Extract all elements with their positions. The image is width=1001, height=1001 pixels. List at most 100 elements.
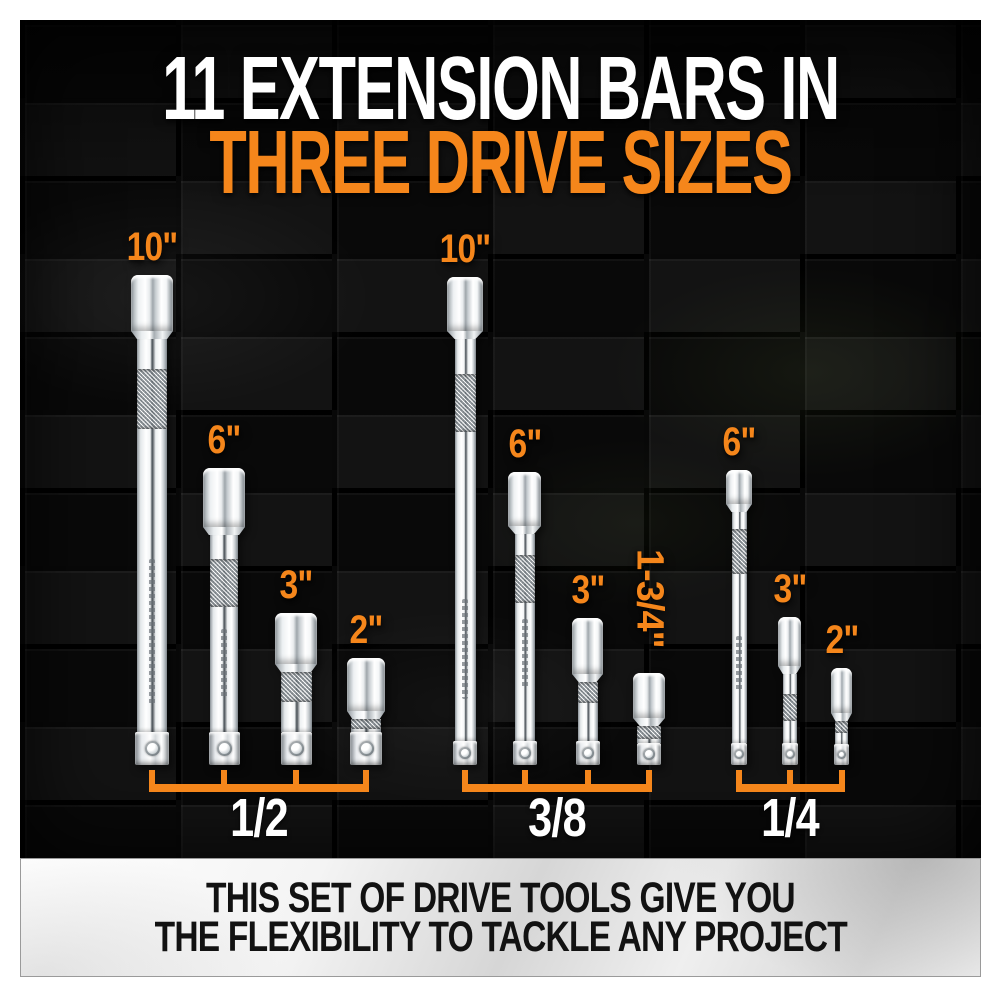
- head-taper: [203, 527, 245, 535]
- square-drive-tip: [575, 741, 600, 765]
- square-drive-tip: [453, 741, 477, 765]
- bracket-threeeighths-drive: [462, 770, 652, 792]
- bar-size-label: 10": [126, 225, 179, 269]
- extension-bar-threeeighths-3in: 3": [571, 570, 605, 765]
- socket-head: [347, 658, 385, 712]
- bracket-tick: [149, 770, 155, 792]
- drive-size-label-threeeighths: 3/8: [528, 788, 586, 848]
- square-drive-tip: [135, 732, 169, 765]
- socket-head: [508, 472, 541, 527]
- bar-size-label: 3": [571, 568, 605, 612]
- ball-detent: [288, 741, 304, 756]
- bracket-tick: [646, 770, 652, 792]
- head-taper: [347, 711, 385, 719]
- ball-detent: [358, 741, 374, 756]
- bar-shaft: [782, 674, 797, 743]
- bracket-tick: [462, 770, 468, 792]
- bar-shaft: [454, 339, 476, 741]
- bar-shaft: [280, 672, 312, 732]
- bar-size-label-vertical: 1-3/4": [628, 549, 671, 648]
- square-drive-tip: [781, 743, 798, 765]
- socket-head: [131, 275, 173, 332]
- socket-head: [633, 673, 665, 719]
- bar-shaft: [637, 726, 661, 743]
- ball-detent: [144, 741, 160, 756]
- ball-detent: [216, 741, 232, 756]
- knurl-texture: [782, 694, 797, 721]
- bracket-bar: [149, 784, 369, 792]
- head-taper: [508, 526, 541, 534]
- bar-size-label: 10": [439, 227, 492, 271]
- knurl-texture: [835, 721, 848, 733]
- square-drive-tip: [512, 741, 537, 765]
- knurl-texture: [137, 369, 167, 429]
- square-drive-tip: [834, 744, 849, 765]
- extension-bar-threeeighths-10in: 10": [440, 229, 491, 765]
- square-drive-tip: [208, 732, 240, 765]
- extension-bar-half-2in: 2": [347, 610, 385, 765]
- engraving: [736, 636, 742, 692]
- bottom-banner: THIS SET OF DRIVE TOOLS GIVE YOU THE FLE…: [20, 858, 981, 977]
- knurl-texture: [351, 719, 381, 729]
- head-taper: [275, 664, 317, 672]
- engraving: [221, 629, 227, 699]
- drive-size-label-half: 1/2: [230, 788, 288, 848]
- ball-detent: [459, 747, 471, 759]
- bracket-tick: [293, 770, 299, 792]
- bar-size-label: 6": [722, 420, 757, 464]
- banner-line-1: THIS SET OF DRIVE TOOLS GIVE YOU: [206, 873, 796, 922]
- bracket-tick: [736, 770, 742, 792]
- bar-size-label: 6": [207, 418, 242, 462]
- bracket-tick: [839, 770, 845, 792]
- bracket-tick: [221, 770, 227, 792]
- head-taper: [131, 331, 173, 339]
- knurl-texture: [454, 374, 476, 432]
- head-taper: [726, 504, 752, 512]
- bracket-tick: [585, 770, 591, 792]
- socket-head: [275, 613, 317, 665]
- banner-line-2: THE FLEXIBILITY TO TACKLE ANY PROJECT: [154, 912, 847, 961]
- engraving: [149, 559, 155, 704]
- extension-bar-threeeighths-1-3-4in: 1-3/4": [629, 549, 671, 765]
- engraving: [462, 599, 468, 699]
- square-drive-tip: [731, 743, 747, 765]
- knurl-texture: [577, 682, 598, 703]
- knurl-texture: [637, 726, 661, 739]
- bracket-tick: [522, 770, 528, 792]
- extension-bar-half-6in: 6": [203, 420, 245, 765]
- bar-shaft: [514, 534, 535, 741]
- ball-detent: [518, 747, 531, 759]
- headline-line-2-accent: THREE DRIVE SIZES: [209, 113, 793, 213]
- bracket-tick: [363, 770, 369, 792]
- knurl-texture: [280, 672, 312, 702]
- bar-shaft: [210, 535, 238, 732]
- bar-size-label: 3": [279, 563, 314, 607]
- bar-size-label: 3": [773, 567, 807, 611]
- socket-head: [778, 617, 801, 667]
- ball-detent: [784, 749, 795, 759]
- bar-size-label: 2": [349, 608, 384, 652]
- extension-bar-quarter-3in: 3": [773, 569, 807, 765]
- socket-head: [572, 618, 603, 675]
- bar-shaft: [577, 682, 598, 741]
- bar-shaft: [351, 719, 381, 732]
- drive-size-label-quarter: 1/4: [761, 788, 819, 848]
- bar-size-label: 2": [825, 618, 859, 662]
- bar-shaft: [137, 339, 167, 732]
- socket-head: [447, 277, 483, 332]
- head-taper: [633, 718, 665, 726]
- bracket-tick: [787, 770, 793, 792]
- head-taper: [572, 674, 603, 682]
- extension-bar-half-3in: 3": [275, 565, 317, 765]
- ball-detent: [581, 747, 594, 759]
- ball-detent: [837, 750, 846, 759]
- knurl-texture: [731, 529, 747, 574]
- bracket-bar: [736, 784, 845, 792]
- engraving: [521, 619, 528, 689]
- knurl-texture: [210, 559, 238, 607]
- extension-bar-half-10in: 10": [127, 227, 178, 765]
- headline-line-1: 11 EXTENSION BARS IN: [162, 39, 840, 139]
- bar-shaft: [731, 512, 747, 743]
- bar-shaft: [835, 721, 848, 744]
